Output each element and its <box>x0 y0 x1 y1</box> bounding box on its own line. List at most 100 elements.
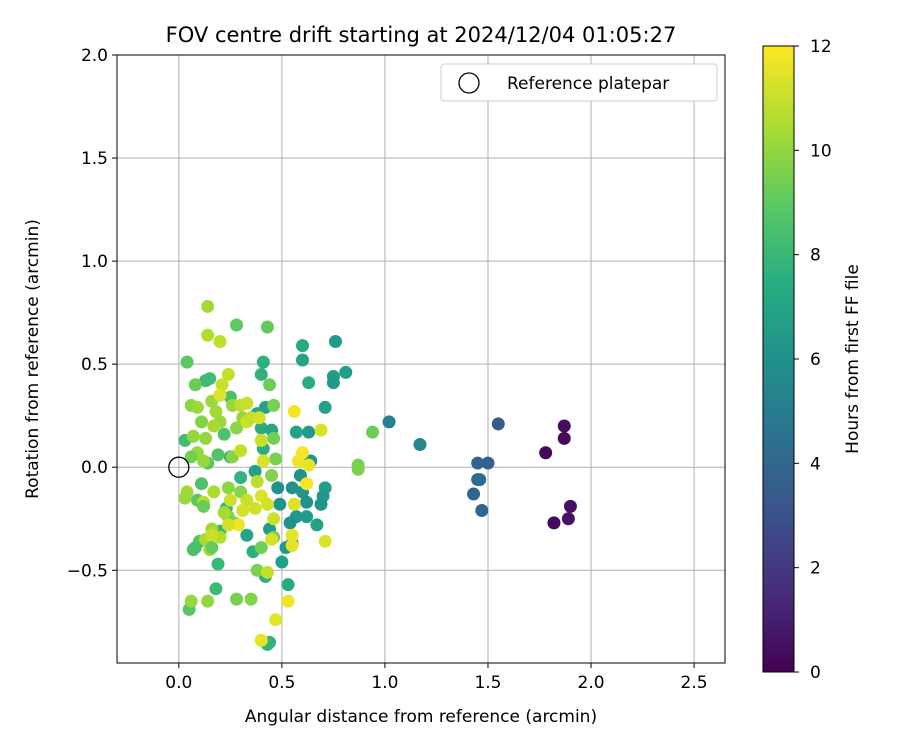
data-point <box>467 487 481 501</box>
data-point <box>260 320 274 334</box>
data-point <box>300 495 314 509</box>
x-tick-label: 0.5 <box>268 673 295 693</box>
data-point <box>300 510 314 524</box>
data-point <box>295 353 309 367</box>
data-point <box>213 388 227 402</box>
data-point <box>250 475 264 489</box>
data-point <box>302 376 316 390</box>
data-point <box>213 334 227 348</box>
data-point <box>267 398 281 412</box>
data-point <box>318 534 332 548</box>
data-point <box>184 594 198 608</box>
data-point <box>273 497 287 511</box>
data-point <box>481 456 495 470</box>
data-point <box>287 497 301 511</box>
chart-title: FOV centre drift starting at 2024/12/04 … <box>166 23 677 47</box>
data-point <box>232 518 246 532</box>
data-points <box>178 299 577 651</box>
data-point <box>230 592 244 606</box>
y-axis-label: Rotation from reference (arcmin) <box>23 219 43 499</box>
colorbar-gradient <box>762 45 795 673</box>
data-point <box>260 565 274 579</box>
y-axis-ticks: −0.5 0.0 0.5 1.0 1.5 2.0 <box>67 46 117 581</box>
y-tick-label: 0.5 <box>81 355 108 375</box>
data-point <box>295 339 309 353</box>
data-point <box>256 454 270 468</box>
data-point <box>285 528 299 542</box>
colorbar: 0 2 4 6 8 10 12 Hours from first FF file <box>762 37 863 683</box>
data-point <box>234 471 248 485</box>
data-point <box>475 503 489 517</box>
data-point <box>547 516 561 530</box>
data-point <box>230 318 244 332</box>
data-point <box>254 541 268 555</box>
data-point <box>491 417 505 431</box>
data-point <box>314 497 328 511</box>
data-point <box>260 497 274 511</box>
data-point <box>351 462 365 476</box>
data-point <box>254 633 268 647</box>
data-point <box>267 512 281 526</box>
data-point <box>339 365 353 379</box>
colorbar-tick-label: 10 <box>810 141 832 161</box>
data-point <box>230 421 244 435</box>
data-point <box>563 499 577 513</box>
data-point <box>211 448 225 462</box>
data-point <box>267 431 281 445</box>
data-point <box>201 328 215 342</box>
data-point <box>302 425 316 439</box>
data-point <box>561 512 575 526</box>
data-point <box>195 477 209 491</box>
data-point <box>250 563 264 577</box>
colorbar-tick-label: 2 <box>810 559 821 579</box>
colorbar-ticks: 0 2 4 6 8 10 12 <box>794 37 832 683</box>
data-point <box>285 481 299 495</box>
data-point <box>265 532 279 546</box>
data-point <box>254 433 268 447</box>
y-tick-label: 0.0 <box>81 458 108 478</box>
data-point <box>300 477 314 491</box>
data-point <box>234 444 248 458</box>
data-point <box>382 415 396 429</box>
data-point <box>248 464 262 478</box>
data-point <box>254 421 268 435</box>
data-point <box>285 539 299 553</box>
data-point <box>205 528 219 542</box>
data-point <box>269 613 283 627</box>
data-point <box>473 473 487 487</box>
y-tick-label: −0.5 <box>67 561 108 581</box>
legend-marker <box>458 72 480 94</box>
data-point <box>265 468 279 482</box>
data-point <box>221 367 235 381</box>
data-point <box>471 456 485 470</box>
legend-label: Reference platepar <box>507 74 669 94</box>
data-point <box>195 415 209 429</box>
data-point <box>209 405 223 419</box>
data-point <box>207 485 221 499</box>
data-point <box>295 446 309 460</box>
data-point <box>223 493 237 507</box>
data-point <box>184 450 198 464</box>
data-point <box>287 405 301 419</box>
data-point <box>240 493 254 507</box>
colorbar-tick-label: 8 <box>810 246 821 266</box>
data-point <box>314 423 328 437</box>
data-point <box>221 518 235 532</box>
x-tick-label: 0.0 <box>165 673 192 693</box>
data-point <box>188 378 202 392</box>
data-point <box>557 431 571 445</box>
x-axis-label: Angular distance from reference (arcmin) <box>245 707 597 727</box>
data-point <box>199 374 213 388</box>
colorbar-tick-label: 12 <box>810 37 832 57</box>
data-point <box>271 481 285 495</box>
plot-frame <box>116 54 726 664</box>
data-point <box>186 429 200 443</box>
data-point <box>275 555 289 569</box>
data-point <box>207 419 221 433</box>
grid <box>117 54 725 663</box>
data-point <box>254 367 268 381</box>
x-axis-ticks: 0.0 0.5 1.0 1.5 2.0 2.5 <box>165 663 708 693</box>
data-point <box>256 355 270 369</box>
y-tick-label: 1.0 <box>81 252 108 272</box>
